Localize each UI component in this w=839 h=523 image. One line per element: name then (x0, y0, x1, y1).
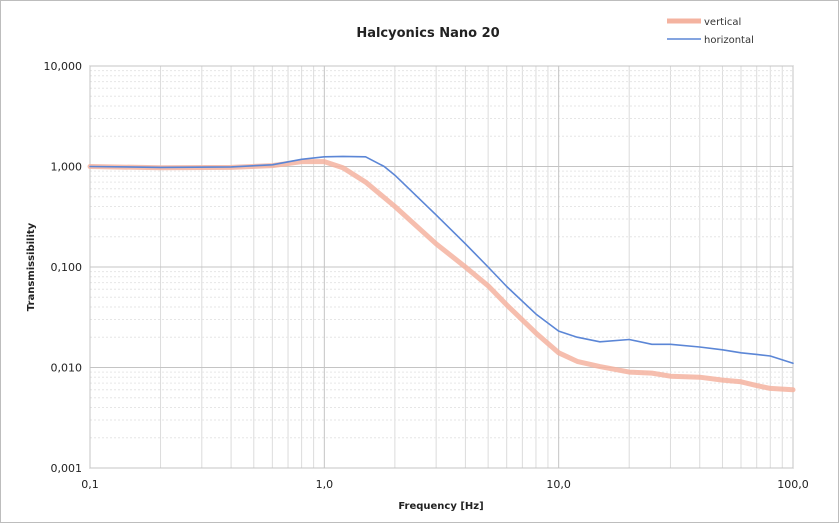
legend-label-horizontal: horizontal (704, 35, 754, 46)
y-tick-label: 1,000 (51, 161, 83, 174)
x-tick-label: 10,0 (546, 478, 571, 491)
x-tick-label: 1,0 (316, 478, 334, 491)
ticks-layer: 0,1 1,0 10,0 100,0 10,000 1,000 0,100 0,010 0,00… (44, 60, 809, 491)
grid-major (89, 65, 794, 469)
series-line-vertical (87, 159, 796, 393)
x-axis-title: Frequency [Hz] (398, 501, 483, 512)
y-axis-title: Transmissibility (26, 222, 37, 311)
y-tick-label: 0,010 (51, 362, 83, 375)
legend-label-vertical: vertical (704, 17, 741, 28)
x-tick-label: 0,1 (81, 478, 99, 491)
y-tick-label: 0,001 (51, 462, 83, 475)
y-tick-label: 10,000 (44, 60, 83, 73)
y-tick-label: 0,100 (51, 261, 83, 274)
series-line-horizontal (89, 155, 794, 365)
series-layer (87, 155, 796, 393)
x-tick-label: 100,0 (777, 478, 809, 491)
chart-title: Halcyonics Nano 20 (356, 26, 499, 41)
legend: vertical horizontal (667, 17, 754, 46)
